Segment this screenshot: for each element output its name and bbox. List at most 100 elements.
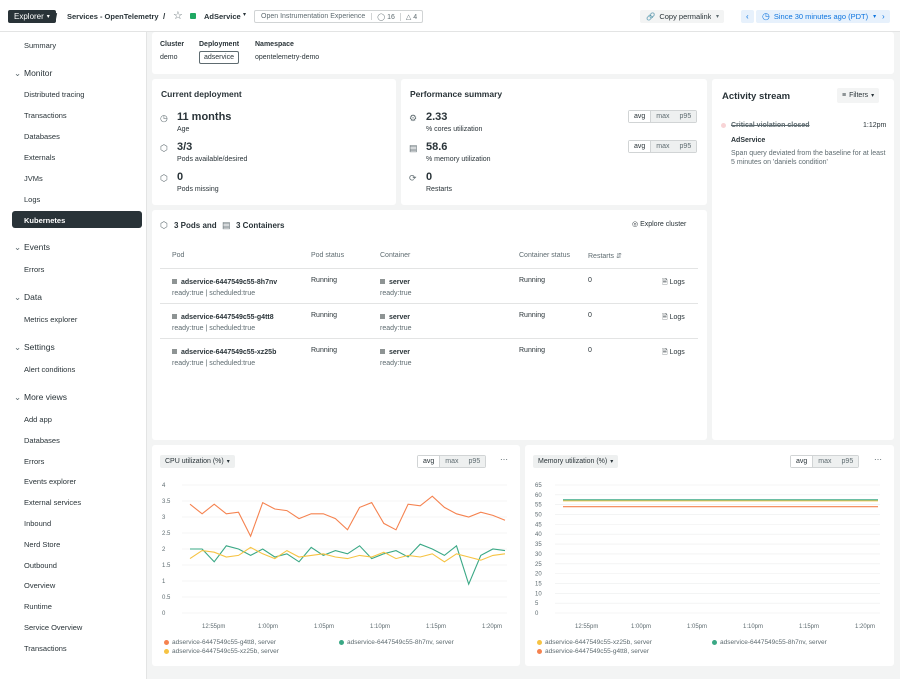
sidebar-item-transactions[interactable]: Transactions [24, 111, 67, 120]
seg-max[interactable]: max [440, 456, 464, 467]
y-tick-label: 30 [535, 552, 542, 558]
seg-p95[interactable]: p95 [674, 141, 697, 152]
sidebar-item-overview[interactable]: Overview [24, 581, 56, 590]
pod-name[interactable]: adservice-6447549c55-g4tt8 [181, 314, 274, 321]
sidebar-item-service-overview[interactable]: Service Overview [24, 623, 83, 632]
memory-icon: ▤ [409, 143, 418, 153]
legend-item[interactable]: adservice-6447549c55-g4tt8, server [164, 639, 276, 646]
column-header-pod-status[interactable]: Pod status [311, 252, 345, 259]
tag-group[interactable]: Open Instrumentation Experience ◯ 16 △ 4 [254, 10, 424, 23]
sidebar-item-events-explorer[interactable]: Events explorer [24, 477, 77, 486]
seg-max[interactable]: max [651, 141, 675, 152]
seg-p95[interactable]: p95 [674, 111, 697, 122]
container-name[interactable]: server [389, 349, 411, 356]
logs-button[interactable]: 🗎 Logs [662, 279, 685, 286]
pods-table-card: ⬡ 3 Pods and ▤ 3 Containers ◎ Explore cl… [152, 210, 707, 440]
seg-avg[interactable]: avg [791, 456, 814, 467]
sidebar-item-jvms[interactable]: JVMs [24, 174, 43, 183]
container-name[interactable]: server [389, 279, 411, 286]
sidebar-group-data[interactable]: ⌄ Data [14, 292, 42, 302]
seg-max[interactable]: max [651, 111, 675, 122]
memory-aggregation-toggle[interactable]: avg max p95 [628, 140, 698, 153]
legend-item[interactable]: adservice-6447549c55-xz25b, server [537, 639, 652, 646]
column-header-pod[interactable]: Pod [172, 252, 185, 259]
sidebar-item-transactions[interactable]: Transactions [24, 644, 67, 653]
sidebar-item-metrics-explorer[interactable]: Metrics explorer [24, 315, 78, 324]
deployment-value[interactable]: adservice [199, 51, 239, 64]
sidebar-item-databases[interactable]: Databases [24, 132, 60, 141]
breadcrumb-separator: / [55, 12, 58, 21]
entity-name[interactable]: AdService [204, 12, 241, 21]
cluster-value[interactable]: demo [160, 54, 178, 61]
event-title[interactable]: Critical violation closed [731, 122, 810, 129]
legend-item[interactable]: adservice-6447549c55-xz25b, server [164, 648, 279, 655]
sidebar-item-databases[interactable]: Databases [24, 436, 60, 445]
more-options-icon[interactable]: ⋯ [874, 455, 882, 464]
time-back-button[interactable]: ‹ [741, 10, 754, 23]
seg-avg[interactable]: avg [629, 141, 652, 152]
sidebar-item-summary[interactable]: Summary [24, 41, 57, 50]
event-entity[interactable]: AdService [731, 137, 766, 144]
chart-title-dropdown[interactable]: Memory utilization (%) ▾ [533, 455, 619, 468]
sidebar-group-events[interactable]: ⌄ Events [14, 242, 50, 252]
chart-title-dropdown[interactable]: CPU utilization (%) ▾ [160, 455, 235, 468]
sidebar-item-logs[interactable]: Logs [24, 195, 41, 204]
favorite-star-icon[interactable]: ☆ [173, 10, 183, 22]
more-options-icon[interactable]: ⋯ [500, 455, 508, 464]
table-row[interactable]: adservice-6447549c55-xz25b ready:true | … [172, 347, 276, 367]
seg-p95[interactable]: p95 [836, 456, 859, 467]
sidebar-group-monitor[interactable]: ⌄ Monitor [14, 68, 53, 78]
breadcrumb-services[interactable]: Services - OpenTelemetry [67, 12, 159, 21]
column-header-restarts[interactable]: Restarts ⇵ [588, 253, 622, 260]
namespace-value[interactable]: opentelemetry-demo [255, 54, 320, 61]
seg-avg[interactable]: avg [418, 456, 441, 467]
sidebar-item-errors[interactable]: Errors [24, 457, 45, 466]
sidebar-group-settings[interactable]: ⌄ Settings [14, 342, 55, 352]
time-forward-button[interactable]: › [877, 10, 890, 23]
explore-cluster-link[interactable]: ◎ Explore cluster [632, 221, 687, 228]
sidebar-item-add-app[interactable]: Add app [24, 415, 52, 424]
sidebar-group-more-views[interactable]: ⌄ More views [14, 392, 67, 402]
sidebar-item-alert-conditions[interactable]: Alert conditions [24, 365, 76, 374]
y-tick-label: 3.5 [162, 499, 171, 505]
logs-button[interactable]: 🗎 Logs [662, 314, 685, 321]
sidebar-item-kubernetes[interactable]: Kubernetes [12, 211, 142, 228]
column-header-container[interactable]: Container [380, 252, 411, 259]
sidebar-item-inbound[interactable]: Inbound [24, 519, 52, 528]
legend-item[interactable]: adservice-6447549c55-8h7nv, server [339, 639, 454, 646]
sidebar-item-distributed-tracing[interactable]: Distributed tracing [24, 90, 85, 99]
explorer-dropdown[interactable]: Explorer ▾ [8, 10, 56, 23]
seg-max[interactable]: max [813, 456, 837, 467]
column-header-container-status[interactable]: Container status [519, 252, 570, 259]
sidebar-item-nerd-store[interactable]: Nerd Store [24, 540, 61, 549]
chevron-down-icon[interactable]: ▾ [243, 12, 247, 18]
table-row[interactable]: adservice-6447549c55-g4tt8 ready:true | … [172, 312, 274, 332]
seg-avg[interactable]: avg [629, 111, 652, 122]
logs-button[interactable]: 🗎 Logs [662, 349, 685, 356]
permalink-options-dropdown[interactable]: ▾ [711, 10, 725, 23]
document-icon: 🗎 [662, 349, 670, 356]
deployment-label: Deployment [199, 41, 240, 48]
cpu-aggregation-toggle[interactable]: avg max p95 [628, 110, 698, 123]
sidebar-item-runtime[interactable]: Runtime [24, 602, 52, 611]
pod-name[interactable]: adservice-6447549c55-8h7nv [181, 279, 278, 286]
top-bar: Explorer ▾ / Services - OpenTelemetry / … [0, 0, 900, 32]
aggregation-toggle[interactable]: avg max p95 [790, 455, 860, 468]
sidebar-item-externals[interactable]: Externals [24, 153, 56, 162]
container-name[interactable]: server [389, 314, 411, 321]
sidebar-item-errors[interactable]: Errors [24, 265, 45, 274]
time-picker[interactable]: ◷ Since 30 minutes ago (PDT) ▾ [756, 10, 883, 23]
seg-p95[interactable]: p95 [463, 456, 486, 467]
legend-item[interactable]: adservice-6447549c55-8h7nv, server [712, 639, 827, 646]
aggregation-toggle[interactable]: avg max p95 [417, 455, 487, 468]
pod-name[interactable]: adservice-6447549c55-xz25b [181, 349, 277, 356]
cpu-icon: ⚙ [409, 113, 418, 123]
sidebar-item-external-services[interactable]: External services [24, 498, 82, 507]
table-row[interactable]: adservice-6447549c55-8h7nv ready:true | … [172, 277, 277, 297]
filters-button[interactable]: ≡ Filters ▾ [837, 88, 880, 103]
x-tick-label: 1:00pm [258, 624, 278, 630]
copy-permalink-button[interactable]: 🔗 Copy permalink [640, 10, 718, 23]
restarts-label: Restarts [426, 186, 453, 193]
legend-item[interactable]: adservice-6447549c55-g4tt8, server [537, 648, 649, 655]
sidebar-item-outbound[interactable]: Outbound [24, 561, 57, 570]
